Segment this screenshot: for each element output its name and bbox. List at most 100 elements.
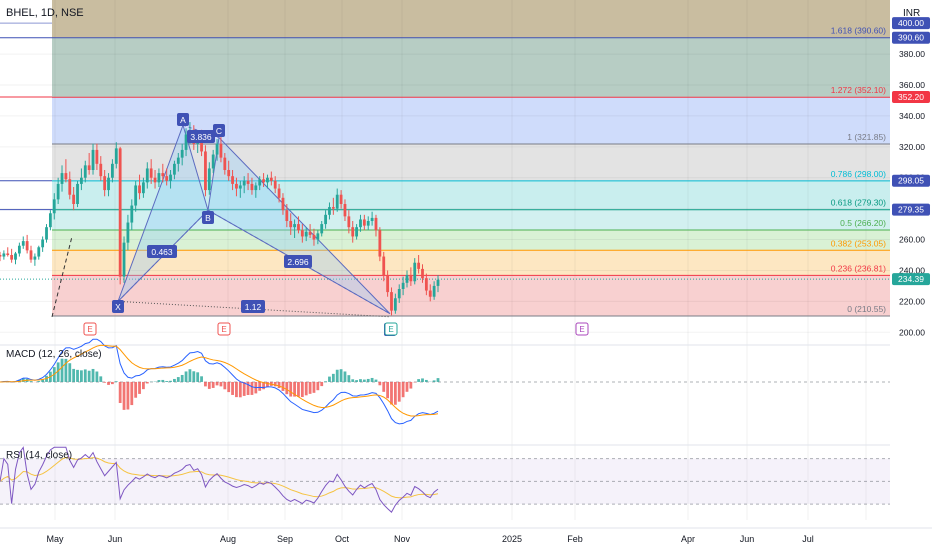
- candle-body: [114, 148, 118, 164]
- candle-body: [238, 185, 242, 189]
- macd-hist-bar: [142, 381, 145, 390]
- macd-hist-bar: [60, 358, 64, 382]
- macd-hist-bar: [138, 381, 141, 394]
- candle-body: [297, 224, 300, 231]
- fib-zone-8: [52, 0, 890, 38]
- candle-body: [204, 151, 207, 191]
- macd-hist-bar: [285, 381, 289, 395]
- macd-line: [0, 338, 439, 425]
- candle-body: [293, 224, 296, 228]
- time-tick: Sep: [277, 534, 293, 544]
- candle-body: [95, 149, 99, 164]
- macd-hist-bar: [145, 381, 149, 384]
- candle-body: [76, 183, 79, 204]
- macd-hist-bar: [246, 381, 250, 395]
- macd-hist-bar: [242, 381, 246, 396]
- candle-body: [41, 239, 45, 248]
- candle-body: [359, 219, 362, 228]
- candle-body: [118, 148, 122, 277]
- fib-label-0: 0 (210.55): [847, 304, 886, 314]
- candle-body: [393, 298, 397, 311]
- macd-hist-bar: [281, 381, 285, 391]
- candle-body: [6, 253, 10, 255]
- macd-hist-bar: [401, 381, 405, 398]
- candle-body: [211, 154, 215, 169]
- candle-body: [343, 204, 347, 217]
- rsi-title: RSI (14, close): [6, 450, 72, 461]
- candle-body: [328, 207, 331, 215]
- candle-body: [370, 217, 374, 221]
- earnings-marker-bg: [83, 322, 97, 336]
- macd-hist-bar: [335, 369, 339, 382]
- price-tag: 390.60: [898, 33, 924, 43]
- earnings-marker[interactable]: E: [83, 322, 97, 336]
- macd-hist-bar: [107, 381, 110, 385]
- price-tag-bg: [892, 203, 930, 216]
- macd-hist-bar: [83, 369, 87, 382]
- price-tag: 352.20: [898, 92, 924, 102]
- candle-body: [424, 278, 428, 291]
- candle-body: [428, 290, 432, 297]
- time-axis[interactable]: May Jun Aug Sep Oct Nov 2025 Feb Apr Jun Jul: [0, 527, 932, 544]
- macd-hist-bar: [161, 379, 165, 382]
- fib-zone-7: [52, 37, 890, 98]
- candle-body: [165, 176, 169, 181]
- macd-hist-bar: [126, 381, 130, 410]
- candle-body: [173, 163, 176, 175]
- earnings-marker-bg: [575, 322, 589, 336]
- candle-body: [339, 194, 343, 204]
- fib-zones: [52, 0, 890, 316]
- macd-hist-bar: [417, 379, 421, 382]
- fib-zone-1: [52, 250, 890, 276]
- earnings-marker[interactable]: E: [217, 322, 231, 336]
- macd-hist-bar: [118, 381, 122, 404]
- price-tick: 200.00: [899, 327, 925, 337]
- price-axis[interactable]: 200.00220.00240.00260.00280.00300.00320.…: [890, 0, 932, 550]
- macd-hist-bar: [374, 379, 378, 382]
- macd-hist-bar: [382, 381, 386, 392]
- macd-hist-bar: [204, 381, 207, 387]
- macd-hist-bar: [250, 381, 254, 395]
- candle-body: [231, 176, 234, 184]
- time-tick: May: [46, 534, 64, 544]
- candle-body: [320, 224, 324, 234]
- macd-hist-bar: [409, 381, 413, 389]
- candle-body: [91, 149, 95, 170]
- candle-body: [107, 177, 110, 191]
- candle-body: [83, 165, 87, 178]
- candle-body: [60, 173, 64, 184]
- price-tick: 220.00: [899, 296, 925, 306]
- fib-zone-3: [52, 209, 890, 230]
- candle-body: [258, 179, 262, 186]
- macd-hist-bar: [370, 377, 374, 382]
- fib-label-1: 1 (321.85): [847, 132, 886, 142]
- macd-hist-bar: [424, 379, 428, 382]
- earnings-marker[interactable]: E: [575, 322, 589, 336]
- price-tick: 380.00: [899, 49, 925, 59]
- pattern-ratio-text: 0.463: [151, 247, 173, 257]
- macd-hist-bar: [29, 381, 33, 382]
- macd-hist-bar: [421, 378, 424, 382]
- candlesticks: [0, 122, 440, 316]
- candle-body: [99, 163, 103, 177]
- macd-hist-bar: [184, 371, 188, 382]
- pattern-ratio-2: 2.696: [284, 255, 312, 268]
- time-tick: Jul: [802, 534, 814, 544]
- earnings-marker-bg: [384, 322, 398, 336]
- candle-body: [223, 157, 227, 170]
- pattern-point-a: A: [177, 113, 189, 126]
- candle-body: [138, 185, 141, 194]
- candle-body: [130, 205, 134, 223]
- macd-hist-bar: [227, 381, 231, 393]
- earnings-marker[interactable]: E: [384, 322, 398, 336]
- signal-line: [0, 344, 439, 417]
- candle-body: [405, 275, 409, 283]
- candle-body: [134, 185, 138, 206]
- macd-hist-bar: [362, 379, 366, 382]
- candle-body: [378, 230, 382, 257]
- fib-label-0.236: 0.236 (236.81): [831, 263, 886, 273]
- macd-hist-bar: [347, 375, 351, 382]
- candle-body: [14, 253, 17, 260]
- candle-body: [87, 165, 91, 170]
